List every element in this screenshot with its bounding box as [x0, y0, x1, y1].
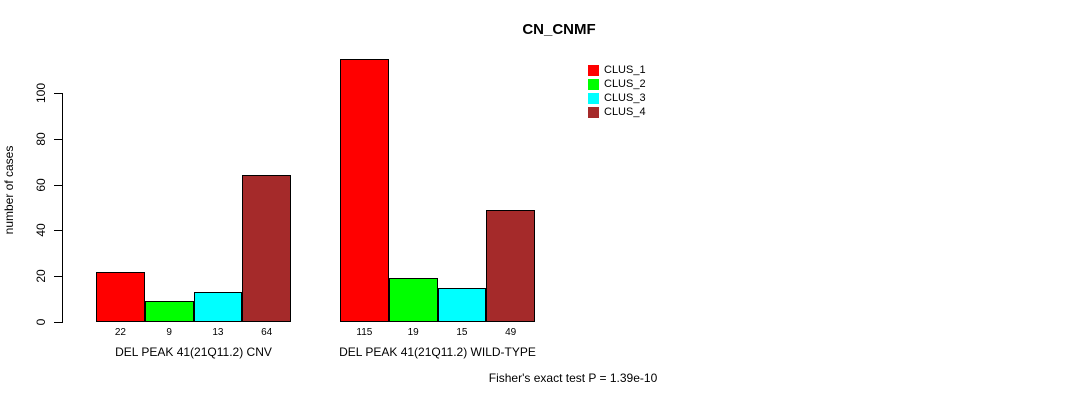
bar-clus_1 [340, 59, 389, 322]
x-axis-group-label: DEL PEAK 41(21Q11.2) WILD-TYPE [339, 345, 536, 359]
bar-value-label: 9 [166, 327, 172, 338]
y-axis-tick [54, 230, 62, 232]
chart-title: CN_CNMF [522, 21, 596, 38]
x-axis-group-label: DEL PEAK 41(21Q11.2) CNV [115, 345, 272, 359]
y-axis-line [62, 93, 63, 323]
bar-value-label: 22 [114, 327, 126, 338]
bar-value-label: 19 [407, 327, 419, 338]
y-axis-tick-label: 60 [34, 177, 48, 192]
legend-label-clus_1: CLUS_1 [604, 64, 646, 76]
bar-clus_1 [96, 272, 145, 322]
bar-value-label: 49 [505, 327, 517, 338]
bar-value-label: 64 [261, 327, 273, 338]
y-axis-tick-label: 100 [34, 82, 48, 104]
y-axis-tick [54, 184, 62, 186]
bar-value-label: 13 [212, 327, 224, 338]
bar-clus_3 [194, 292, 242, 322]
y-axis-tick [54, 322, 62, 323]
y-axis-tick-label: 20 [34, 269, 48, 283]
y-axis-tick [54, 93, 62, 94]
legend-label-clus_4: CLUS_4 [604, 106, 646, 118]
bar-value-label: 15 [456, 327, 468, 338]
y-axis-tick-label: 0 [34, 318, 48, 326]
legend-label-clus_3: CLUS_3 [604, 92, 646, 104]
y-axis-tick-label: 80 [34, 132, 48, 146]
legend-label-clus_2: CLUS_2 [604, 78, 646, 90]
y-axis-label: number of cases [2, 145, 16, 235]
bar-clus_3 [438, 288, 486, 322]
legend-swatch-clus_3 [588, 93, 599, 104]
legend-swatch-clus_2 [588, 79, 599, 90]
y-axis-tick [54, 276, 62, 278]
y-axis-tick-label: 40 [34, 223, 48, 238]
bar-clus_2 [145, 301, 194, 322]
bar-value-label: 115 [356, 327, 373, 338]
legend-swatch-clus_1 [588, 65, 599, 76]
bar-clus_4 [486, 210, 535, 322]
fisher-test-caption: Fisher's exact test P = 1.39e-10 [488, 371, 658, 385]
legend-swatch-clus_4 [588, 107, 599, 118]
bar-clus_4 [242, 175, 291, 322]
bar-clus_2 [389, 278, 438, 322]
y-axis-tick [54, 138, 62, 140]
